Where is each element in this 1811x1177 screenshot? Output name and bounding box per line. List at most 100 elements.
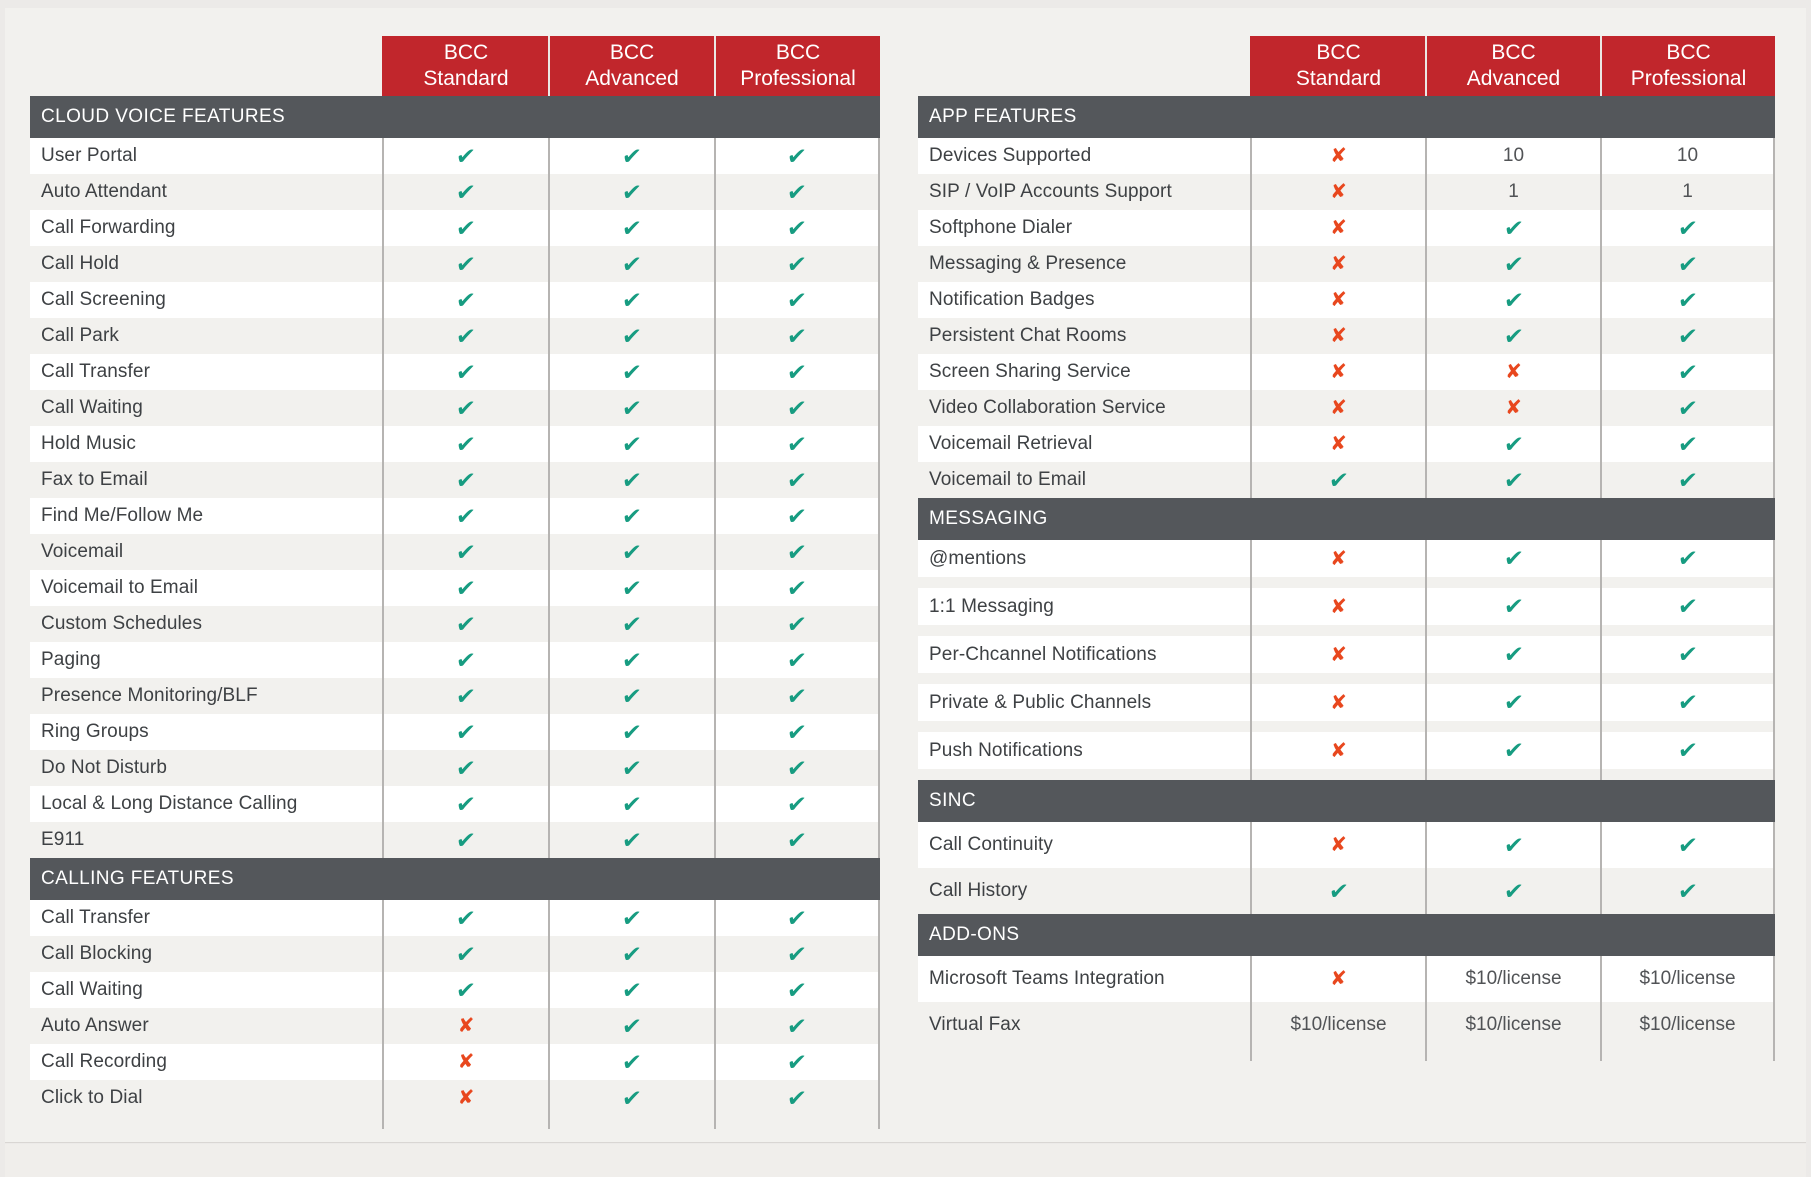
feature-row: Call Transfer ✔ ✔ ✔ <box>30 900 880 936</box>
check-icon: ✔ <box>621 142 644 169</box>
check-icon: ✔ <box>786 142 809 169</box>
feature-row: Presence Monitoring/BLF ✔ ✔ ✔ <box>30 678 880 714</box>
feature-row: Call Recording ✘ ✔ ✔ <box>30 1044 880 1080</box>
value-cell: ✔ <box>1425 426 1600 462</box>
value-cell: ✘ <box>1425 390 1600 426</box>
value-cell: ✔ <box>382 534 548 570</box>
value-cell: ✔ <box>1425 540 1600 577</box>
value-cell: ✘ <box>1250 282 1425 318</box>
value-cell: ✔ <box>382 210 548 246</box>
value-cell: ✔ <box>714 786 880 822</box>
value-cell: ✔ <box>1425 282 1600 318</box>
check-icon: ✔ <box>786 430 809 457</box>
cross-icon: ✘ <box>1330 643 1347 666</box>
value-cell: ✔ <box>548 1080 714 1116</box>
feature-name: Per-Chcannel Notifications <box>929 643 1157 665</box>
column-divider <box>1250 625 1425 636</box>
value-cell: ✔ <box>548 936 714 972</box>
value-cell: ✔ <box>1425 822 1600 868</box>
value-cell: ✔ <box>382 174 548 210</box>
check-icon: ✔ <box>1676 689 1699 715</box>
feature-name: Do Not Disturb <box>41 757 167 778</box>
check-icon: ✔ <box>1502 466 1525 493</box>
section-header: MESSAGING <box>918 498 1775 540</box>
column-border-extension <box>918 577 1775 588</box>
check-icon: ✔ <box>786 574 809 601</box>
check-icon: ✔ <box>455 646 478 673</box>
check-icon: ✔ <box>786 682 809 709</box>
value-cell: $10/license <box>1425 1002 1600 1048</box>
check-icon: ✔ <box>1502 641 1525 667</box>
feature-row: Call Continuity ✘ ✔ ✔ <box>918 822 1775 868</box>
value-cell: ✔ <box>714 822 880 858</box>
value-cell: ✔ <box>382 786 548 822</box>
check-icon: ✔ <box>455 718 478 745</box>
value-cell: ✔ <box>548 318 714 354</box>
check-icon: ✔ <box>455 790 478 817</box>
value-cell: ✔ <box>1425 462 1600 498</box>
feature-row: Call Screening ✔ ✔ ✔ <box>30 282 880 318</box>
check-icon: ✔ <box>1502 689 1525 715</box>
cross-icon: ✘ <box>1330 834 1347 856</box>
cross-icon: ✘ <box>1505 397 1522 419</box>
value-cell: ✔ <box>382 498 548 534</box>
check-icon: ✔ <box>786 214 809 241</box>
cross-icon: ✘ <box>1330 739 1347 762</box>
value-cell: ✔ <box>1425 684 1600 721</box>
check-icon: ✔ <box>786 976 809 1003</box>
feature-row: Screen Sharing Service ✘ ✘ ✔ <box>918 354 1775 390</box>
value-cell: ✔ <box>548 678 714 714</box>
check-icon: ✔ <box>621 250 644 277</box>
value-cell: ✔ <box>1425 868 1600 914</box>
feature-row: E911 ✔ ✔ ✔ <box>30 822 880 858</box>
value-cell: ✔ <box>714 282 880 318</box>
feature-name: Paging <box>41 649 101 670</box>
value-cell: ✔ <box>1425 732 1600 769</box>
feature-row: Voicemail to Email ✔ ✔ ✔ <box>918 462 1775 498</box>
column-divider <box>1600 721 1775 732</box>
value-cell: ✔ <box>382 138 548 174</box>
feature-name: Private & Public Channels <box>929 691 1152 713</box>
column-divider <box>1425 673 1600 684</box>
app-messaging-feature-table: BCC Standard BCC Advanced BCC Professional… <box>918 36 1775 1061</box>
value-cell: ✔ <box>1600 390 1775 426</box>
value-cell: ✔ <box>714 1044 880 1080</box>
feature-row: Call Park ✔ ✔ ✔ <box>30 318 880 354</box>
check-icon: ✔ <box>786 904 809 931</box>
value-cell: ✔ <box>548 606 714 642</box>
check-icon: ✔ <box>621 574 644 601</box>
column-divider <box>1600 673 1775 684</box>
check-icon: ✔ <box>1676 394 1699 421</box>
section-header: ADD-ONS <box>918 914 1775 956</box>
value-cell: ✔ <box>382 426 548 462</box>
check-icon: ✔ <box>455 940 478 967</box>
feature-name: SIP / VoIP Accounts Support <box>929 181 1172 202</box>
cross-icon: ✘ <box>1505 361 1522 383</box>
plan-name: BCC Standard <box>423 41 509 90</box>
check-icon: ✔ <box>455 358 478 385</box>
value-cell: ✘ <box>1250 210 1425 246</box>
feature-row: Call Hold ✔ ✔ ✔ <box>30 246 880 282</box>
feature-row: SIP / VoIP Accounts Support ✘ 1 1 <box>918 174 1775 210</box>
check-icon: ✔ <box>621 1012 644 1039</box>
cross-icon: ✘ <box>1330 181 1347 203</box>
plan-name: BCC Advanced <box>1466 41 1561 90</box>
value-cell: ✔ <box>1425 636 1600 673</box>
column-divider <box>1425 721 1600 732</box>
check-icon: ✔ <box>1502 430 1525 457</box>
value-cell: ✔ <box>382 936 548 972</box>
check-icon: ✔ <box>1327 466 1350 493</box>
value-cell: ✔ <box>382 282 548 318</box>
feature-row: Call Forwarding ✔ ✔ ✔ <box>30 210 880 246</box>
column-divider <box>1425 1048 1600 1061</box>
check-icon: ✔ <box>786 466 809 493</box>
value-cell: ✔ <box>714 354 880 390</box>
gap-spacer <box>918 577 1250 588</box>
gap-spacer <box>918 769 1250 780</box>
plan-column-header: BCC Advanced <box>548 36 714 96</box>
value-cell: $10/license <box>1425 956 1600 1002</box>
value-cell: 10 <box>1600 138 1775 174</box>
value-cell: ✔ <box>382 678 548 714</box>
feature-row: Call Waiting ✔ ✔ ✔ <box>30 972 880 1008</box>
feature-row: Paging ✔ ✔ ✔ <box>30 642 880 678</box>
